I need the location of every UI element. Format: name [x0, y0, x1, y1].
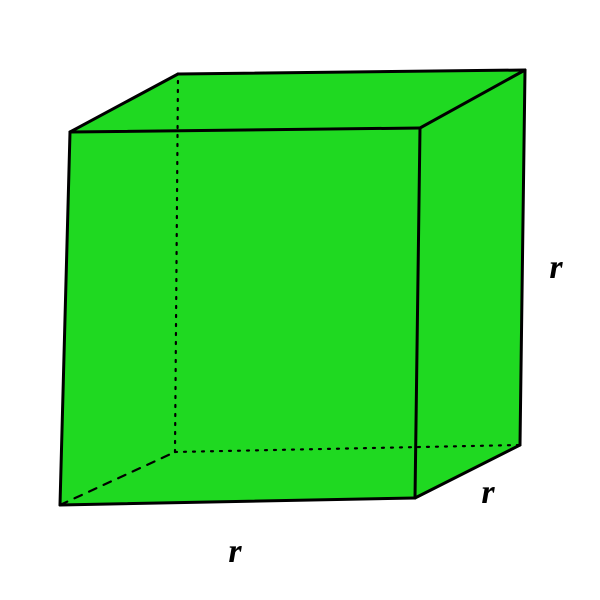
label-front: r	[228, 533, 242, 570]
label-height: r	[549, 249, 563, 286]
cube-diagram: r r r	[0, 0, 600, 600]
cube-right-face	[415, 70, 525, 498]
label-side: r	[481, 474, 495, 511]
